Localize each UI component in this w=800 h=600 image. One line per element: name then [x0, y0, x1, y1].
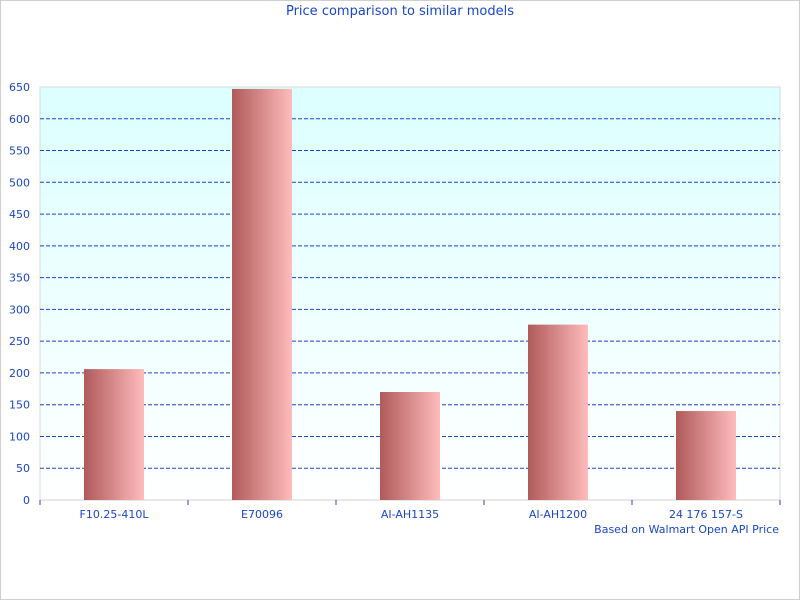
y-tick-label: 100 — [9, 430, 30, 443]
y-tick-label: 300 — [9, 303, 30, 316]
y-tick-label: 200 — [9, 367, 30, 380]
y-tick-label: 250 — [9, 335, 30, 348]
y-tick-label: 650 — [9, 81, 30, 94]
y-tick-label: 450 — [9, 208, 30, 221]
x-tick-label: F10.25-410L — [80, 508, 150, 521]
bar — [528, 324, 588, 500]
bar — [84, 369, 144, 500]
y-tick-label: 600 — [9, 113, 30, 126]
bar — [232, 88, 292, 500]
bar — [380, 391, 440, 500]
bar — [676, 411, 736, 500]
x-tick-label: 24 176 157-S — [669, 508, 743, 521]
y-tick-label: 350 — [9, 272, 30, 285]
y-tick-label: 150 — [9, 399, 30, 412]
chart-title: Price comparison to similar models — [285, 4, 515, 19]
y-tick-label: 500 — [9, 176, 30, 189]
x-tick-label: E70096 — [241, 508, 283, 521]
x-tick-label: AI-AH1135 — [381, 508, 439, 521]
y-tick-label: 50 — [16, 462, 30, 475]
x-tick-label: AI-AH1200 — [529, 508, 587, 521]
y-tick-label: 550 — [9, 145, 30, 158]
y-tick-label: 0 — [23, 494, 30, 507]
source-note: Based on Walmart Open API Price — [594, 523, 779, 536]
y-tick-label: 400 — [9, 240, 30, 253]
